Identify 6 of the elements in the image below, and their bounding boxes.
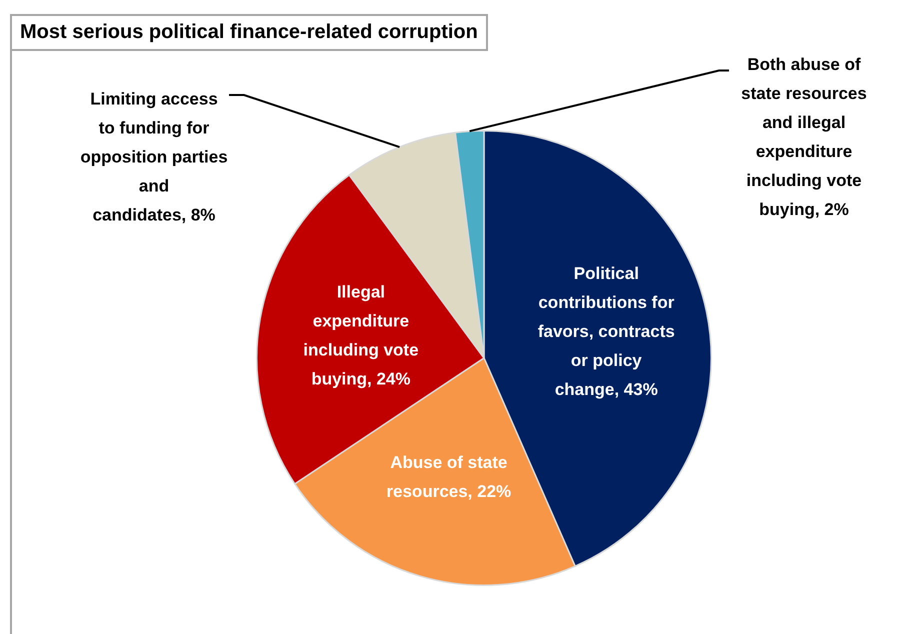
slice-label: Illegal expenditure including vote buying, 24% <box>303 282 419 388</box>
slice-label: Limiting access to funding for opposition parties and candidates, 8% <box>80 90 228 225</box>
chart-title: Most serious political finance-related corruption <box>10 14 488 51</box>
slice-label: Both abuse of state resources and illegal expenditure including vote buying, 2% <box>741 55 867 220</box>
slice-label: Political contributions for favors, contracts or policy change, 43% <box>538 264 675 400</box>
slice-label: Abuse of state resources, 22% <box>386 453 512 502</box>
